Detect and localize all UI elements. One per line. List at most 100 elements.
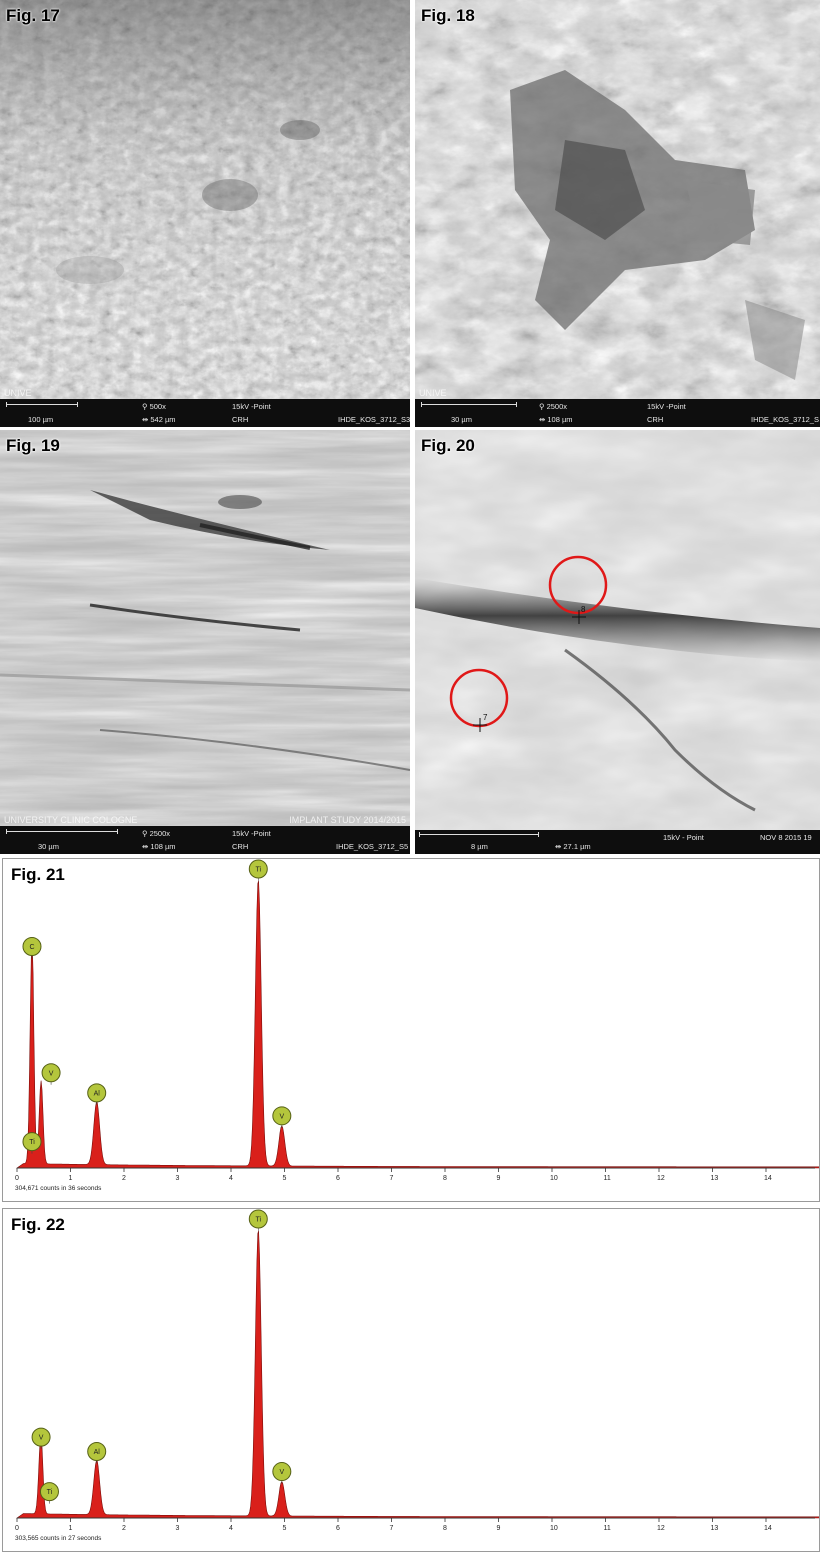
fig20-hfw: ⇹ 27.1 µm [555, 842, 591, 851]
fig20-label: Fig. 20 [421, 436, 475, 455]
fig19-mag-value: 2500x [149, 829, 171, 838]
fig20-panel: 8 7 Fig. 20 8 µm ⇹ 27.1 µm 15kV - Point … [415, 430, 820, 854]
fig20-status-bar: 8 µm ⇹ 27.1 µm 15kV - Point NOV 8 2015 1… [415, 830, 820, 854]
x-tick-label-14: 14 [764, 1525, 772, 1532]
fig20-sem-image: 8 7 [415, 430, 820, 854]
spectrum-area-1 [16, 1230, 819, 1519]
x-tick-label-0: 0 [15, 1525, 19, 1532]
svg-text:V: V [279, 1113, 284, 1120]
magnifier-icon: ⚲ [142, 402, 148, 411]
width-icon: ⇹ [142, 415, 149, 424]
x-tick-label-12: 12 [657, 1175, 665, 1182]
fig19-sem-image [0, 430, 410, 854]
fig22-spectrum-panel: Fig. 22 0 1 2 3 4 5 6 7 8 9 10 11 12 13 14 V Ti Al Ti V 303… [2, 1208, 820, 1552]
x-tick-label-6: 6 [336, 1175, 340, 1182]
fig17-id: IHDE_KOS_3712_S3 [338, 415, 410, 424]
peak-marker-c: C [22, 936, 42, 959]
peak-marker-v: V [41, 1063, 61, 1085]
fig17-hfw: ⇹ 542 µm [142, 415, 176, 424]
x-tick-label-8: 8 [443, 1175, 447, 1182]
fig17-kv: 15kV -Point [232, 402, 271, 411]
magnifier-icon: ⚲ [539, 402, 545, 411]
x-tick-label-4: 4 [229, 1175, 233, 1182]
fig18-label: Fig. 18 [421, 6, 475, 25]
peak-marker-al: Al [87, 1441, 107, 1464]
fig17-mag-value: 500x [149, 402, 166, 411]
magnifier-icon: ⚲ [142, 829, 148, 838]
x-tick-label-10: 10 [550, 1525, 558, 1532]
fig17-detector: CRH [232, 415, 249, 424]
fig19-hfw-value: 108 µm [150, 842, 176, 851]
fig17-scale: 100 µm [28, 415, 54, 424]
x-tick-label-7: 7 [390, 1525, 394, 1532]
x-tick-label-6: 6 [336, 1525, 340, 1532]
svg-text:V: V [49, 1070, 54, 1077]
x-tick-label-4: 4 [229, 1525, 233, 1532]
fig18-mag: ⚲ 2500x [539, 402, 567, 411]
x-tick-label-11: 11 [604, 1175, 611, 1182]
svg-text:Ti: Ti [29, 1139, 35, 1146]
fig19-panel: Fig. 19 UNIVERSITY CLINIC COLOGNE IMPLAN… [0, 430, 410, 854]
fig19-status-bar: 30 µm ⚲ 2500x ⇹ 108 µm 15kV -Point CRH I… [0, 826, 410, 854]
svg-text:C: C [29, 944, 34, 951]
fig18-detector: CRH [647, 415, 664, 424]
x-tick-label-1: 1 [69, 1525, 73, 1532]
x-tick-label-3: 3 [176, 1175, 180, 1182]
fig18-mag-value: 2500x [546, 402, 568, 411]
x-tick-label-10: 10 [550, 1175, 558, 1182]
width-icon: ⇹ [142, 842, 149, 851]
x-tick-label-9: 9 [497, 1525, 501, 1532]
fig18-kv: 15kV -Point [647, 402, 686, 411]
svg-text:Al: Al [94, 1090, 101, 1097]
x-tick-label-13: 13 [711, 1175, 719, 1182]
svg-text:Al: Al [94, 1449, 101, 1456]
x-tick-label-2: 2 [122, 1175, 126, 1182]
fig19-kv: 15kV -Point [232, 829, 271, 838]
fig19-detector: CRH [232, 842, 249, 851]
x-tick-label-13: 13 [711, 1525, 719, 1532]
fig21-counts: 304,671 counts in 36 seconds [15, 1185, 102, 1192]
fig18-sem-image [415, 0, 820, 427]
fig18-hfw-value: 108 µm [547, 415, 573, 424]
fig18-scale: 30 µm [451, 415, 472, 424]
peak-marker-ti: Ti [39, 1482, 59, 1504]
x-tick-label-2: 2 [122, 1525, 126, 1532]
fig18-hfw: ⇹ 108 µm [539, 415, 573, 424]
fig19-hfw: ⇹ 108 µm [142, 842, 176, 851]
width-icon: ⇹ [555, 842, 562, 851]
fig17-sem-image [0, 0, 410, 427]
fig20-scale: 8 µm [471, 842, 488, 851]
fig18-overlay-left: UNIVE [419, 388, 447, 398]
fig17-overlay-left: UNIVE [4, 388, 32, 398]
fig19-mag: ⚲ 2500x [142, 829, 170, 838]
x-tick-label-9: 9 [497, 1175, 501, 1182]
fig20-kv: 15kV - Point [663, 833, 704, 842]
fig20-date: NOV 8 2015 19 [760, 833, 812, 842]
fig19-id: IHDE_KOS_3712_S5 [336, 842, 409, 851]
fig20-scalebar-line [419, 832, 539, 837]
fig17-scalebar-line [6, 402, 78, 407]
svg-text:Ti: Ti [47, 1489, 53, 1496]
spectrum-area-0 [16, 880, 819, 1169]
fig17-mag: ⚲ 500x [142, 402, 166, 411]
fig19-scalebar-line [6, 829, 118, 834]
peak-marker-ti: Ti [248, 1209, 268, 1231]
peak-marker-al: Al [87, 1083, 107, 1105]
fig19-label: Fig. 19 [6, 436, 60, 455]
fig17-panel: Fig. 17 UNIVE 100 µm ⚲ 500x ⇹ 542 µm 15k… [0, 0, 410, 427]
fig19-overlay-right: IMPLANT STUDY 2014/2015 [289, 815, 406, 825]
fig19-scale: 30 µm [38, 842, 59, 851]
peak-marker-v: V [272, 1106, 292, 1128]
fig18-id: IHDE_KOS_3712_S [751, 415, 819, 424]
fig19-overlay-left: UNIVERSITY CLINIC COLOGNE [4, 815, 138, 825]
x-tick-label-0: 0 [15, 1175, 19, 1182]
x-tick-label-8: 8 [443, 1525, 447, 1532]
fig22-counts: 303,565 counts in 27 seconds [15, 1535, 102, 1542]
x-tick-label-12: 12 [657, 1525, 665, 1532]
peak-marker-ti: Ti [248, 859, 268, 881]
peak-marker-ti: Ti [22, 1132, 42, 1154]
x-tick-label-5: 5 [283, 1525, 287, 1532]
fig22-label: Fig. 22 [11, 1215, 65, 1234]
fig17-status-bar: 100 µm ⚲ 500x ⇹ 542 µm 15kV -Point CRH I… [0, 399, 410, 427]
